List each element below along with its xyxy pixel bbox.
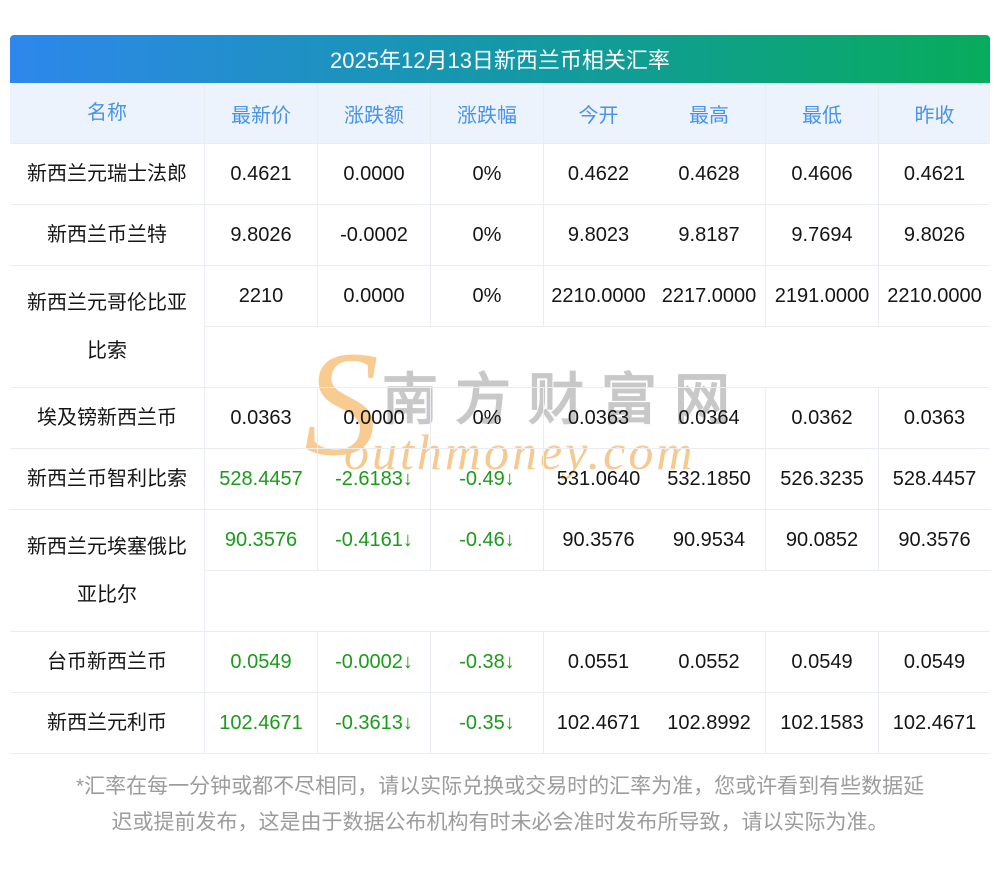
table-row: 新西兰元埃塞俄比亚比尔 90.3576 -0.4161↓ -0.46↓ 90.3576 9… (10, 510, 990, 632)
cell-header-prev: 昨收 (878, 83, 990, 143)
cell-change: -0.0002↓ (317, 632, 430, 692)
cell-pct: 0% (430, 205, 543, 265)
cell-low: 0.0362 (765, 388, 878, 448)
cell-prev: 0.0363 (878, 388, 990, 448)
cell-low: 0.0549 (765, 632, 878, 692)
cell-prev: 102.4671 (878, 693, 990, 753)
cell-open: 531.0640 (543, 449, 653, 509)
cell-change: 0.0000 (317, 144, 430, 204)
cell-prev: 90.3576 (878, 510, 990, 570)
disclaimer-line-2: 迟或提前发布，这是由于数据公布机构有时未必会准时发布所导致，请以实际为准。 (111, 811, 889, 834)
disclaimer: *汇率在每一分钟或都不尽相同，请以实际兑换或交易时的汇率为准，您或许看到有些数据… (0, 769, 1000, 841)
cell-header-high: 最高 (689, 104, 729, 127)
row-empty-area (205, 327, 990, 387)
cell-header-open: 今开 (543, 83, 653, 143)
cell-low: 0.4606 (765, 144, 878, 204)
exchange-rate-page: 2025年12月13日新西兰币相关汇率 S 南方财富网 outhmoney.co… (10, 35, 990, 754)
table-body: 新西兰元瑞士法郎 0.4621 0.0000 0% 0.4622 0.4628 0.4606… (10, 144, 990, 754)
cell-open: 90.3576 (543, 510, 653, 570)
cell-low: 9.7694 (765, 205, 878, 265)
cell-change: -0.4161↓ (317, 510, 430, 570)
cell-high: 90.9534 (672, 528, 746, 551)
title-bar: 2025年12月13日新西兰币相关汇率 (10, 35, 990, 83)
cell-header-low: 最低 (765, 83, 878, 143)
cell-open: 0.0551 (543, 632, 653, 692)
cell-latest: 90.3576 (224, 528, 298, 551)
cell-prev: 9.8026 (878, 205, 990, 265)
cell-latest: 102.4671 (219, 711, 303, 734)
table-row: 新西兰币智利比索 528.4457 -2.6183↓ -0.49↓ 531.0640 53… (10, 449, 990, 510)
table-row: 新西兰元哥伦比亚比索 2210 0.0000 0% 2210.0000 2217.0000… (10, 266, 990, 388)
cell-header-latest: 最新价 (231, 104, 291, 127)
cell-prev: 2210.0000 (878, 266, 990, 326)
cell-prev: 528.4457 (878, 449, 990, 509)
cell-latest: 528.4457 (219, 467, 303, 490)
cell-high: 0.0552 (678, 650, 740, 673)
row-values: 90.3576 -0.4161↓ -0.46↓ 90.3576 90.9534 90.08… (205, 510, 990, 571)
cell-latest: 0.0549 (230, 650, 292, 673)
cell-high: 102.8992 (667, 711, 751, 734)
cell-latest: 0.4621 (230, 162, 292, 185)
cell-name: 新西兰元埃塞俄比亚比尔 (10, 510, 205, 631)
row-sub-area: 90.3576 -0.4161↓ -0.46↓ 90.3576 90.9534 90.08… (205, 510, 990, 631)
cell-high: 0.4628 (678, 162, 740, 185)
cell-high: 0.0364 (678, 406, 740, 429)
cell-latest: 9.8026 (230, 223, 292, 246)
cell-change: -2.6183↓ (317, 449, 430, 509)
cell-pct: 0% (430, 144, 543, 204)
row-sub-area: 2210 0.0000 0% 2210.0000 2217.0000 2191.0000 2… (205, 266, 990, 387)
cell-open: 0.4622 (543, 144, 653, 204)
cell-prev: 0.0549 (878, 632, 990, 692)
cell-high: 2217.0000 (661, 284, 757, 307)
cell-header-name: 名称 (10, 83, 205, 143)
cell-header-pct: 涨跌幅 (430, 83, 543, 143)
cell-name: 新西兰币兰特 (10, 205, 205, 265)
cell-change: -0.3613↓ (317, 693, 430, 753)
cell-pct: -0.49↓ (430, 449, 543, 509)
cell-low: 102.1583 (765, 693, 878, 753)
cell-pct: -0.35↓ (430, 693, 543, 753)
cell-high: 532.1850 (667, 467, 751, 490)
table-row: 台币新西兰币 0.0549 -0.0002↓ -0.38↓ 0.0551 0.0552 0.… (10, 632, 990, 693)
cell-open: 0.0363 (543, 388, 653, 448)
table-row: 新西兰元瑞士法郎 0.4621 0.0000 0% 0.4622 0.4628 0.4606… (10, 144, 990, 205)
cell-latest: 2210 (238, 284, 284, 307)
table-row: 新西兰元利币 102.4671 -0.3613↓ -0.35↓ 102.4671 102.… (10, 693, 990, 754)
row-values: 2210 0.0000 0% 2210.0000 2217.0000 2191.0000 2… (205, 266, 990, 327)
cell-pct: -0.38↓ (430, 632, 543, 692)
table-row: 埃及镑新西兰币 0.0363 0.0000 0% 0.0363 0.0364 0.0362 0… (10, 388, 990, 449)
cell-low: 2191.0000 (765, 266, 878, 326)
cell-pct: 0% (430, 388, 543, 448)
cell-name: 新西兰元瑞士法郎 (10, 144, 205, 204)
cell-change: 0.0000 (317, 388, 430, 448)
cell-pct: 0% (430, 266, 543, 326)
cell-open: 9.8023 (543, 205, 653, 265)
cell-open: 102.4671 (543, 693, 653, 753)
table-header-row: 名称 最新价 涨跌额 涨跌幅 今开 最高 最低 昨收 (10, 83, 990, 144)
cell-low: 526.3235 (765, 449, 878, 509)
cell-latest: 0.0363 (230, 406, 292, 429)
cell-change: 0.0000 (317, 266, 430, 326)
page-title: 2025年12月13日新西兰币相关汇率 (330, 48, 670, 73)
cell-name: 台币新西兰币 (10, 632, 205, 692)
cell-pct: -0.46↓ (430, 510, 543, 570)
disclaimer-line-1: *汇率在每一分钟或都不尽相同，请以实际兑换或交易时的汇率为准，您或许看到有些数据… (75, 775, 925, 798)
cell-name: 新西兰币智利比索 (10, 449, 205, 509)
cell-prev: 0.4621 (878, 144, 990, 204)
cell-open: 2210.0000 (543, 266, 653, 326)
cell-low: 90.0852 (765, 510, 878, 570)
cell-name: 新西兰元哥伦比亚比索 (10, 266, 205, 387)
cell-high: 9.8187 (678, 223, 740, 246)
row-empty-area (205, 571, 990, 631)
cell-header-change: 涨跌额 (317, 83, 430, 143)
cell-name: 埃及镑新西兰币 (10, 388, 205, 448)
cell-change: -0.0002 (317, 205, 430, 265)
table-row: 新西兰币兰特 9.8026 -0.0002 0% 9.8023 9.8187 9.7694 9… (10, 205, 990, 266)
cell-name: 新西兰元利币 (10, 693, 205, 753)
